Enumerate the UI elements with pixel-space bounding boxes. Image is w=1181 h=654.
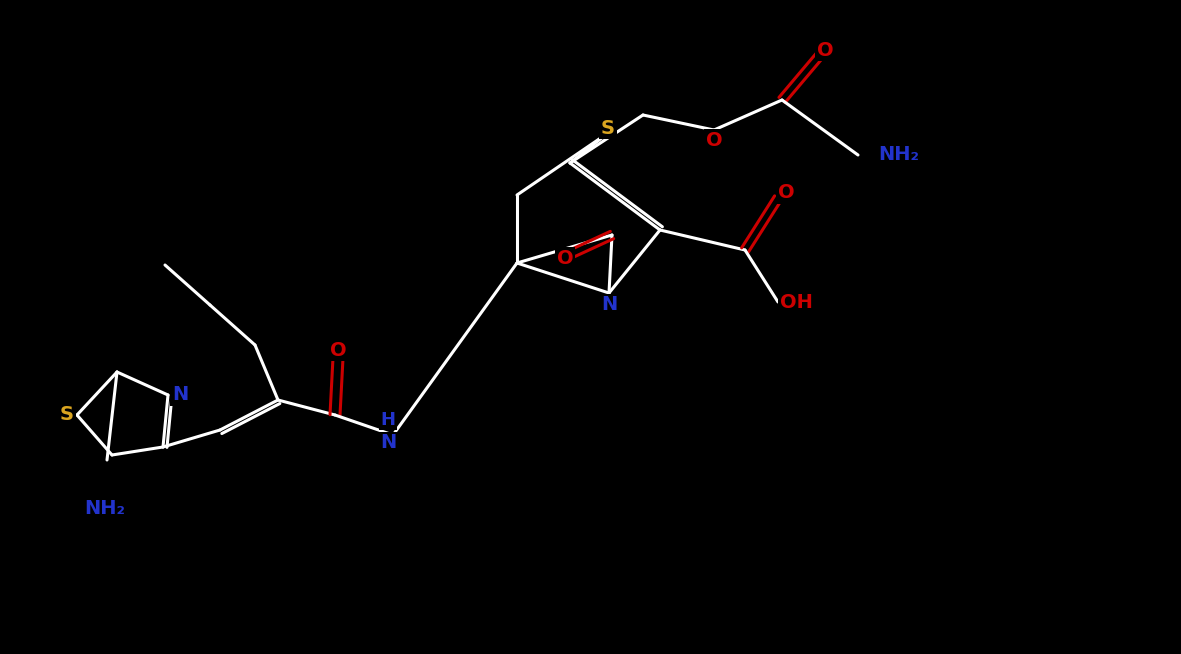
Text: O: O (706, 131, 723, 150)
Text: N: N (172, 385, 188, 405)
Text: S: S (60, 405, 74, 424)
Text: O: O (777, 184, 795, 203)
Text: H: H (380, 411, 396, 429)
Text: N: N (380, 434, 396, 453)
Text: NH₂: NH₂ (877, 145, 919, 165)
Text: OH: OH (779, 292, 813, 311)
Text: NH₂: NH₂ (85, 498, 125, 517)
Text: O: O (329, 341, 346, 360)
Text: N: N (601, 296, 618, 315)
Text: O: O (556, 249, 573, 267)
Text: O: O (817, 41, 834, 60)
Text: S: S (601, 118, 615, 137)
